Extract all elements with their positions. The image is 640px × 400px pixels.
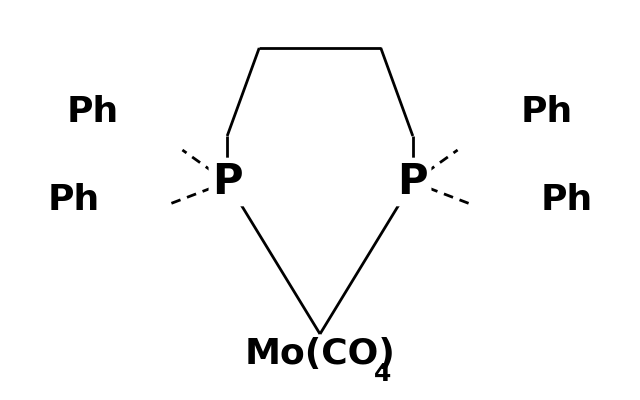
Text: 4: 4 bbox=[374, 362, 392, 386]
Text: Ph: Ph bbox=[540, 183, 593, 217]
Text: Ph: Ph bbox=[67, 95, 119, 129]
Text: P: P bbox=[397, 161, 428, 203]
Text: Mo(CO): Mo(CO) bbox=[244, 337, 396, 371]
Text: Ph: Ph bbox=[47, 183, 100, 217]
Text: Ph: Ph bbox=[521, 95, 573, 129]
Text: P: P bbox=[212, 161, 243, 203]
